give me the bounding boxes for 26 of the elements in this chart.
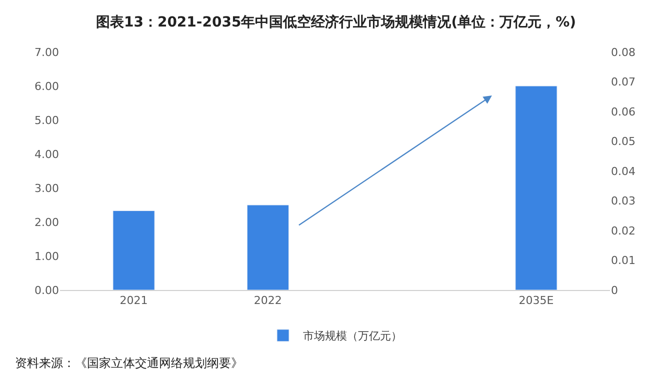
y2-tick-label: 0.04 — [611, 164, 636, 178]
y-tick-label: 2.00 — [34, 216, 59, 229]
y-tick-label: 1.00 — [34, 250, 59, 263]
y2-tick-label: 0.02 — [611, 224, 636, 238]
y2-tick-label: 0.08 — [611, 46, 636, 59]
bar — [515, 86, 558, 290]
y-tick-label: 4.00 — [34, 148, 59, 161]
chart-title: 图表13：2021-2035年中国低空经济行业市场规模情况(单位：万亿元，%) — [96, 14, 576, 31]
y2-tick-label: 0.06 — [611, 105, 636, 118]
y2-tick-label: 0.05 — [611, 135, 636, 148]
x-tick-label: 2022 — [254, 294, 282, 308]
y-tick-label: 3.00 — [34, 182, 59, 195]
y2-tick-label: 0.01 — [611, 254, 636, 268]
x-tick-label: 2021 — [120, 294, 148, 308]
y-tick-label: 5.00 — [34, 114, 59, 127]
y-tick-label: 7.00 — [34, 46, 59, 59]
y-tick-label: 0.00 — [34, 284, 59, 297]
y-tick-label: 6.00 — [34, 80, 59, 93]
legend-label: 市场规模（万亿元） — [303, 330, 402, 343]
text: 资料来源：《国家立体交通网络规划纲要》 — [15, 356, 243, 370]
bar — [112, 210, 155, 290]
bar — [246, 204, 289, 290]
x-tick-label: 2035E — [518, 294, 554, 308]
y2-tick-label: 0 — [611, 284, 618, 297]
y2-tick-label: 0.03 — [611, 194, 636, 208]
y2-tick-label: 0.07 — [611, 76, 636, 89]
